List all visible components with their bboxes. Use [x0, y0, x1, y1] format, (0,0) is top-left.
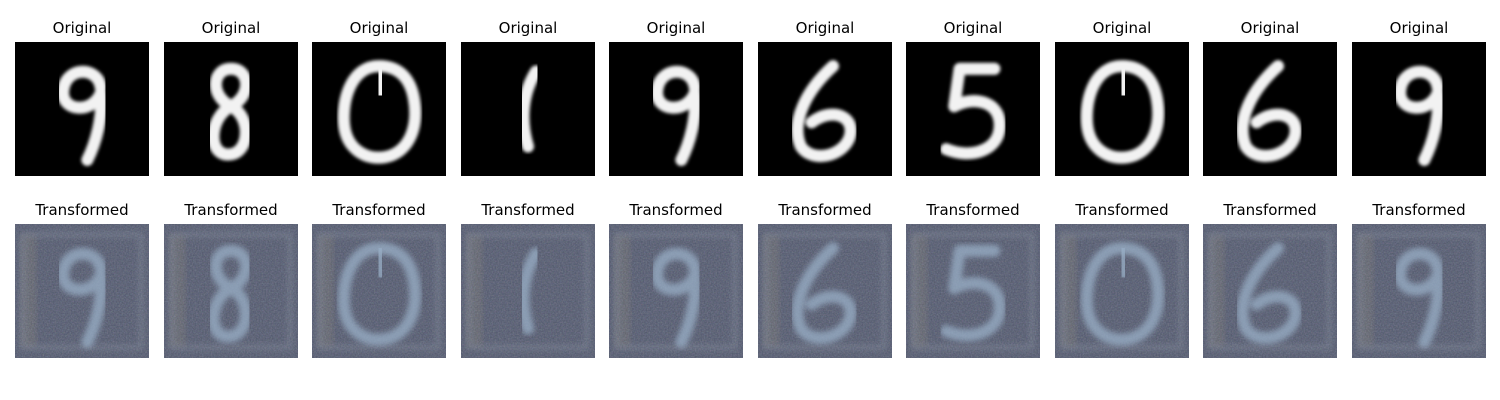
digit-stroke [337, 60, 422, 164]
digit-stroke [207, 244, 253, 343]
digit-stroke [57, 65, 108, 166]
digit-zero-icon [312, 224, 446, 358]
panel-title: Original [646, 19, 706, 37]
digit-zero-icon [1055, 42, 1189, 176]
digit-six-icon [758, 42, 892, 176]
digit-stroke [372, 244, 388, 281]
digit-nine-icon [609, 42, 743, 176]
digit-stroke [940, 62, 1006, 160]
digit-stroke [940, 244, 1006, 342]
panel-title: Transformed [1372, 201, 1466, 219]
panel-title: Transformed [481, 201, 575, 219]
digit-stroke [1080, 242, 1165, 346]
digit-zero-icon [312, 42, 446, 176]
digit-stroke [651, 65, 702, 166]
transformed-digit-image-9 [1203, 224, 1337, 358]
digit-nine-icon [15, 42, 149, 176]
original-digit-image-3 [312, 42, 446, 176]
panel-title: Transformed [1075, 201, 1169, 219]
original-digit-image-5 [609, 42, 743, 176]
transformed-digit-image-5 [609, 224, 743, 358]
digit-stroke [791, 242, 857, 344]
original-digit-image-2 [164, 42, 298, 176]
digit-stroke [207, 62, 253, 161]
panel-title: Transformed [778, 201, 872, 219]
original-digit-image-7 [906, 42, 1040, 176]
digit-nine-icon [15, 224, 149, 358]
digit-one-icon [461, 224, 595, 358]
transformed-digit-image-2 [164, 224, 298, 358]
digit-six-icon [1203, 224, 1337, 358]
panel-title: Transformed [629, 201, 723, 219]
digit-stroke [1394, 247, 1445, 348]
digit-stroke [517, 65, 543, 153]
transformed-digit-image-1 [15, 224, 149, 358]
panel-title: Transformed [332, 201, 426, 219]
panel-title: Transformed [1223, 201, 1317, 219]
digit-nine-icon [609, 224, 743, 358]
digit-zero-icon [1055, 224, 1189, 358]
original-digit-image-9 [1203, 42, 1337, 176]
panel-title: Original [1389, 19, 1449, 37]
digit-stroke [1115, 62, 1131, 99]
transformed-digit-image-8 [1055, 224, 1189, 358]
digit-stroke [651, 247, 702, 348]
panel-title: Original [1092, 19, 1152, 37]
digit-stroke [372, 62, 388, 99]
original-digit-image-8 [1055, 42, 1189, 176]
digit-stroke [1394, 65, 1445, 166]
digit-five-icon [906, 42, 1040, 176]
original-digit-image-1 [15, 42, 149, 176]
digit-five-icon [906, 224, 1040, 358]
panel-title: Original [52, 19, 112, 37]
digit-nine-icon [1352, 42, 1486, 176]
digit-one-icon [461, 42, 595, 176]
digit-stroke [1236, 60, 1302, 162]
digit-stroke [1080, 60, 1165, 164]
digit-nine-icon [1352, 224, 1486, 358]
transformed-digit-image-4 [461, 224, 595, 358]
digit-stroke [1236, 242, 1302, 344]
original-digit-image-10 [1352, 42, 1486, 176]
original-digit-image-4 [461, 42, 595, 176]
panel-title: Original [201, 19, 261, 37]
digit-six-icon [1203, 42, 1337, 176]
digit-eight-icon [164, 224, 298, 358]
digit-stroke [517, 247, 543, 335]
transformed-digit-image-6 [758, 224, 892, 358]
panel-title: Transformed [35, 201, 129, 219]
digit-stroke [57, 247, 108, 348]
digit-six-icon [758, 224, 892, 358]
digit-stroke [1115, 244, 1131, 281]
panel-title: Original [1240, 19, 1300, 37]
panel-title: Transformed [184, 201, 278, 219]
digit-stroke [791, 60, 857, 162]
transformed-digit-image-10 [1352, 224, 1486, 358]
digit-eight-icon [164, 42, 298, 176]
transformed-digit-image-3 [312, 224, 446, 358]
transformed-digit-image-7 [906, 224, 1040, 358]
panel-title: Original [795, 19, 855, 37]
panel-title: Original [498, 19, 558, 37]
panel-title: Original [943, 19, 1003, 37]
digit-stroke [337, 242, 422, 346]
panel-title: Transformed [926, 201, 1020, 219]
original-digit-image-6 [758, 42, 892, 176]
panel-title: Original [349, 19, 409, 37]
